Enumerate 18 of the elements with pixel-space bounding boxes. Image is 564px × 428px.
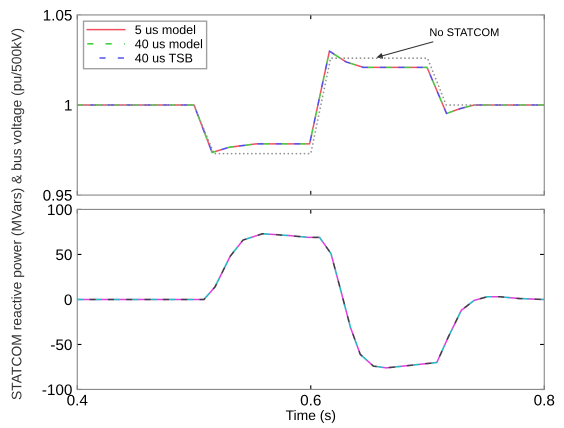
x-tick-label: 0.4	[67, 394, 88, 406]
y-tick-label: -50	[51, 339, 72, 350]
legend-label: 40 us TSB	[135, 54, 192, 62]
y-tick-label: -100	[42, 384, 72, 396]
y-tick-label: 50	[56, 249, 72, 260]
x-tick-label: 0.6	[300, 394, 321, 406]
y-axis-title: STATCOM reactive power (MVars) & bus voltage (pu/500kV)	[11, 28, 24, 400]
y-tick-label: 0	[64, 294, 72, 306]
x-axis-title: Time (s)	[286, 410, 336, 423]
line-series	[77, 232, 544, 369]
y-tick-label: 100	[48, 204, 72, 216]
annotation: No STATCOM	[430, 28, 498, 36]
y-tick-label: 1.05	[44, 10, 72, 21]
x-tick-label: 0.8	[534, 394, 554, 406]
y-tick-label: 1	[65, 100, 72, 111]
y-tick-label: 0.95	[43, 190, 72, 201]
legend-label: 5 us model	[135, 24, 196, 34]
legend-label: 40 us model	[135, 39, 202, 48]
